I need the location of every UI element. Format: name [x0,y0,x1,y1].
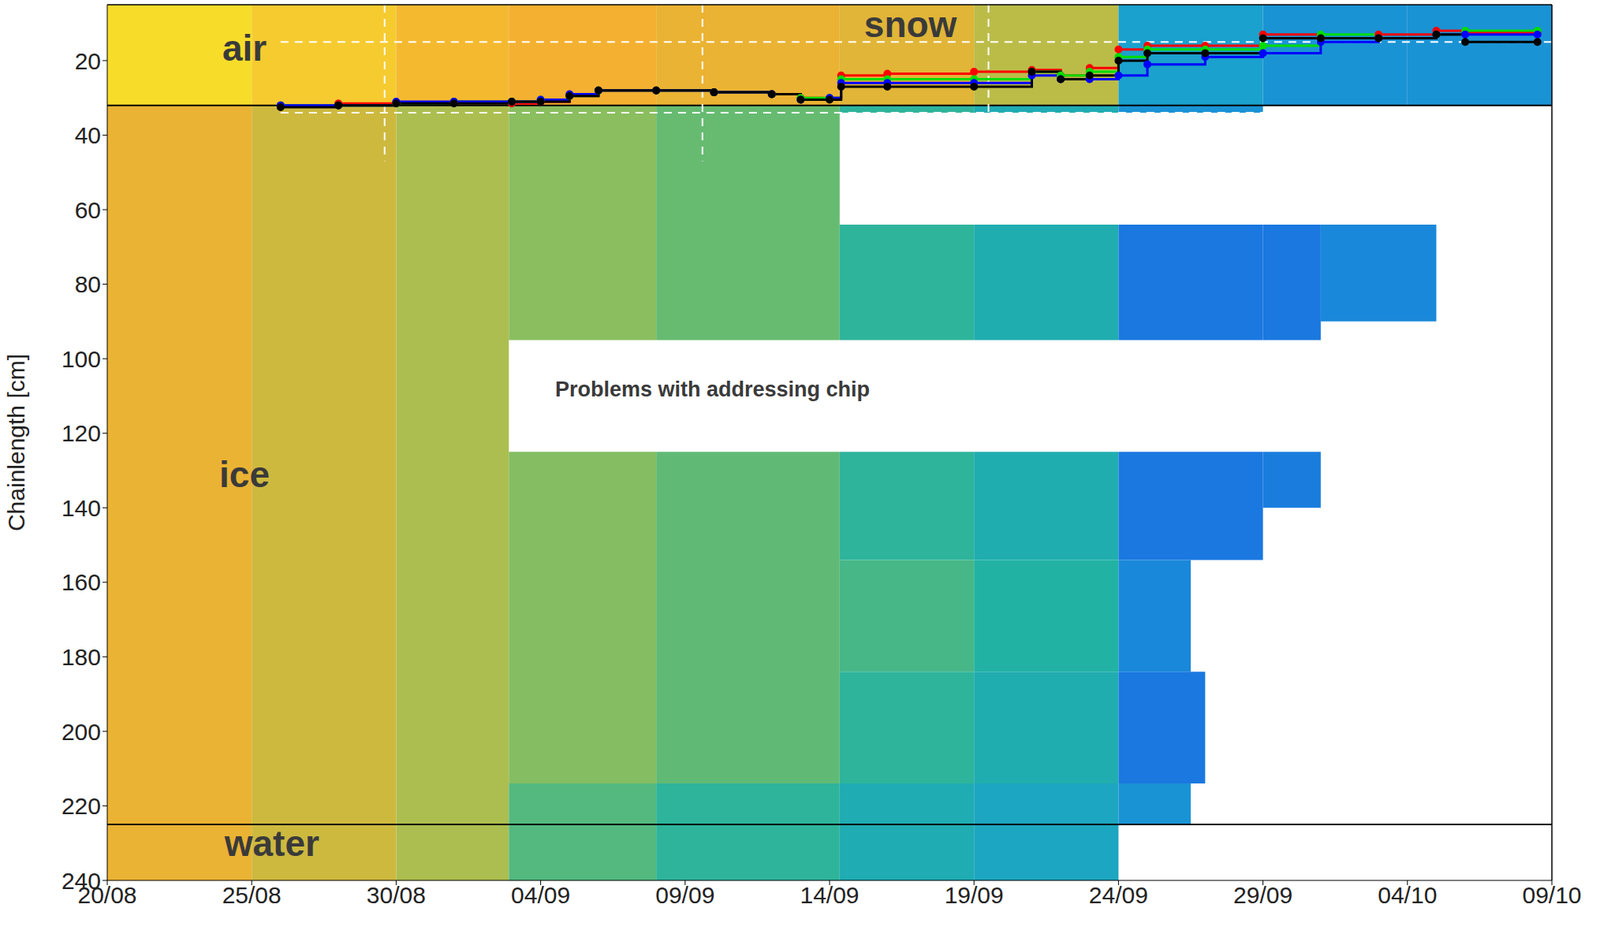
svg-text:Problems with addressing chip: Problems with addressing chip [555,377,870,402]
svg-text:160: 160 [61,569,101,596]
svg-text:60: 60 [74,197,101,224]
svg-text:30/08: 30/08 [366,882,426,909]
svg-text:180: 180 [61,644,101,671]
svg-text:120: 120 [61,420,101,447]
svg-text:100: 100 [61,346,101,373]
svg-text:240: 240 [61,868,101,895]
svg-text:14/09: 14/09 [799,882,859,909]
svg-text:snow: snow [864,3,958,45]
svg-text:09/10: 09/10 [1521,882,1582,909]
svg-text:20: 20 [74,48,101,75]
svg-text:ice: ice [219,454,270,496]
svg-text:40: 40 [74,122,101,149]
svg-text:80: 80 [74,271,101,298]
svg-text:water: water [223,823,320,865]
svg-text:29/09: 29/09 [1233,882,1293,909]
svg-text:air: air [222,27,267,69]
svg-text:20/08: 20/08 [77,882,137,909]
svg-text:09/09: 09/09 [655,882,715,909]
svg-text:140: 140 [61,495,101,522]
svg-text:04/10: 04/10 [1377,882,1437,909]
svg-text:220: 220 [61,793,101,820]
svg-text:Chainlength [cm]: Chainlength [cm] [3,354,30,532]
svg-text:19/09: 19/09 [944,882,1004,909]
svg-text:04/09: 04/09 [510,882,571,909]
svg-text:25/08: 25/08 [222,882,282,909]
svg-text:200: 200 [61,719,101,746]
svg-text:24/09: 24/09 [1089,882,1149,909]
